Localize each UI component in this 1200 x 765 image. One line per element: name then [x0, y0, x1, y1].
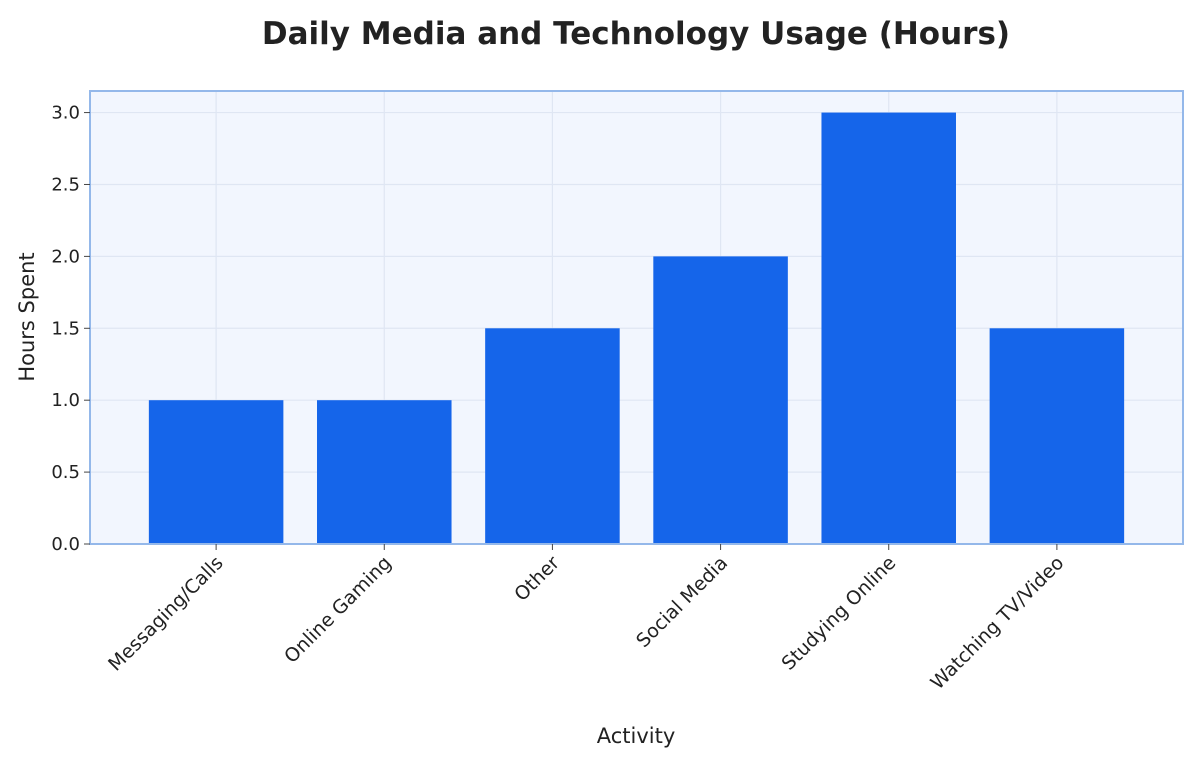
y-tick-label: 0.0	[51, 534, 80, 555]
chart-title: Daily Media and Technology Usage (Hours)	[262, 16, 1010, 52]
plot-border	[89, 90, 1184, 545]
x-axis-label: Activity	[597, 724, 676, 748]
y-tick-label: 1.0	[51, 390, 80, 411]
y-axis-label: Hours Spent	[15, 252, 39, 381]
x-tick-label: Studying Online	[778, 552, 901, 675]
bar-social-media[interactable]	[653, 256, 788, 544]
bar-messaging-calls[interactable]	[148, 400, 284, 544]
bars	[148, 112, 1125, 545]
bar-studying-online[interactable]	[821, 112, 956, 545]
y-tick-label: 1.5	[51, 318, 80, 339]
x-axis-ticks: Messaging/Calls Online Gaming Other Social …	[104, 544, 1068, 694]
bar-online-gaming[interactable]	[317, 400, 452, 544]
x-tick-label: Messaging/Calls	[104, 552, 228, 676]
y-tick-label: 2.5	[51, 174, 80, 195]
y-axis-ticks: 0.0 0.5 1.0 1.5 2.0 2.5 3.0	[51, 103, 90, 555]
x-tick-label: Other	[510, 552, 564, 606]
x-tick-label: Watching TV/Video	[926, 552, 1068, 694]
x-tick-label: Online Gaming	[280, 552, 396, 668]
bar-other[interactable]	[485, 328, 620, 544]
x-tick-label: Social Media	[632, 552, 732, 652]
y-tick-label: 2.0	[51, 246, 80, 267]
bar-watching-tv-video[interactable]	[989, 328, 1125, 544]
y-tick-label: 3.0	[51, 103, 80, 124]
y-tick-label: 0.5	[51, 462, 80, 483]
